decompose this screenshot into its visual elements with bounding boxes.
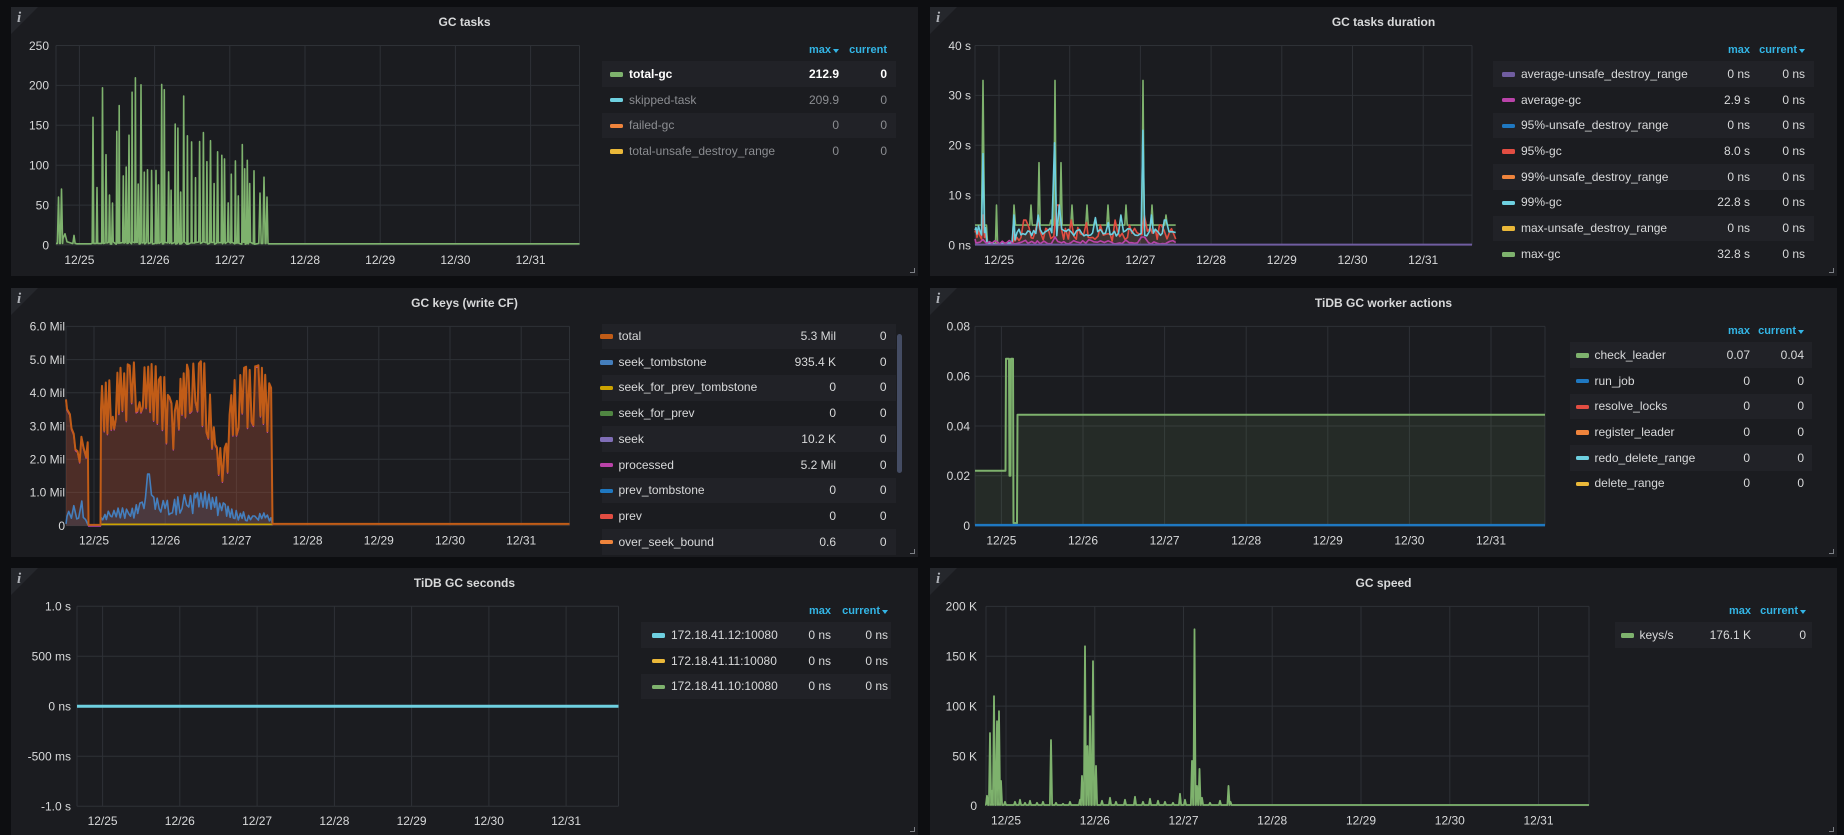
svg-text:12/26: 12/26 — [140, 253, 170, 267]
svg-text:12/30: 12/30 — [1394, 534, 1424, 548]
svg-text:12/31: 12/31 — [1523, 814, 1553, 828]
svg-text:12/25: 12/25 — [79, 534, 109, 548]
svg-text:20 s: 20 s — [948, 139, 971, 153]
svg-text:12/26: 12/26 — [1055, 253, 1085, 267]
svg-text:12/30: 12/30 — [1435, 814, 1465, 828]
svg-text:0 ns: 0 ns — [48, 700, 71, 714]
svg-text:0: 0 — [58, 519, 65, 533]
svg-text:12/31: 12/31 — [506, 534, 536, 548]
svg-text:150 K: 150 K — [946, 650, 977, 664]
svg-text:12/29: 12/29 — [364, 534, 394, 548]
svg-text:40 s: 40 s — [948, 39, 971, 53]
svg-text:12/29: 12/29 — [1346, 814, 1376, 828]
svg-text:10 s: 10 s — [948, 188, 971, 202]
svg-text:3.0 Mil: 3.0 Mil — [30, 419, 65, 433]
svg-text:12/29: 12/29 — [1267, 253, 1297, 267]
svg-text:0.08: 0.08 — [947, 320, 971, 334]
svg-text:-500 ms: -500 ms — [28, 750, 71, 764]
svg-text:0.04: 0.04 — [947, 419, 971, 433]
svg-text:12/29: 12/29 — [1313, 534, 1343, 548]
svg-text:12/26: 12/26 — [1080, 814, 1110, 828]
svg-text:200: 200 — [29, 79, 49, 93]
svg-text:0: 0 — [42, 238, 49, 252]
svg-text:30 s: 30 s — [948, 89, 971, 103]
svg-text:12/25: 12/25 — [88, 814, 118, 828]
svg-text:200 K: 200 K — [946, 600, 977, 614]
svg-text:2.0 Mil: 2.0 Mil — [30, 453, 65, 467]
svg-text:150: 150 — [29, 119, 49, 133]
svg-text:12/25: 12/25 — [984, 253, 1014, 267]
svg-text:12/30: 12/30 — [1337, 253, 1367, 267]
svg-text:12/28: 12/28 — [1231, 534, 1261, 548]
svg-text:4.0 Mil: 4.0 Mil — [30, 386, 65, 400]
svg-text:12/30: 12/30 — [435, 534, 465, 548]
svg-text:12/25: 12/25 — [64, 253, 94, 267]
svg-text:250: 250 — [29, 39, 49, 53]
svg-text:12/27: 12/27 — [1168, 814, 1198, 828]
svg-text:12/31: 12/31 — [551, 814, 581, 828]
svg-text:12/27: 12/27 — [221, 534, 251, 548]
svg-text:50 K: 50 K — [952, 749, 977, 763]
svg-text:12/28: 12/28 — [290, 253, 320, 267]
svg-text:0: 0 — [963, 519, 970, 533]
svg-text:1.0 s: 1.0 s — [45, 600, 71, 614]
svg-text:12/26: 12/26 — [165, 814, 195, 828]
svg-text:0 ns: 0 ns — [948, 238, 971, 252]
svg-text:12/30: 12/30 — [474, 814, 504, 828]
svg-text:12/27: 12/27 — [1150, 534, 1180, 548]
svg-text:6.0 Mil: 6.0 Mil — [30, 320, 65, 334]
svg-text:50: 50 — [36, 198, 50, 212]
svg-text:-1.0 s: -1.0 s — [41, 800, 71, 814]
svg-text:12/29: 12/29 — [365, 253, 395, 267]
svg-text:12/27: 12/27 — [215, 253, 245, 267]
svg-text:12/25: 12/25 — [991, 814, 1021, 828]
svg-text:12/26: 12/26 — [150, 534, 180, 548]
svg-text:12/25: 12/25 — [986, 534, 1016, 548]
svg-text:12/28: 12/28 — [293, 534, 323, 548]
svg-text:100: 100 — [29, 159, 49, 173]
svg-text:12/30: 12/30 — [440, 253, 470, 267]
svg-text:12/27: 12/27 — [1125, 253, 1155, 267]
svg-text:12/29: 12/29 — [397, 814, 427, 828]
svg-text:5.0 Mil: 5.0 Mil — [30, 353, 65, 367]
svg-text:500 ms: 500 ms — [32, 650, 71, 664]
svg-text:12/31: 12/31 — [1476, 534, 1506, 548]
svg-text:1.0 Mil: 1.0 Mil — [30, 486, 65, 500]
svg-text:12/28: 12/28 — [1257, 814, 1287, 828]
svg-text:0.06: 0.06 — [947, 370, 971, 384]
svg-text:0.02: 0.02 — [947, 469, 971, 483]
svg-text:12/28: 12/28 — [319, 814, 349, 828]
svg-text:12/26: 12/26 — [1068, 534, 1098, 548]
svg-text:12/31: 12/31 — [516, 253, 546, 267]
svg-text:100 K: 100 K — [946, 699, 977, 713]
svg-text:12/28: 12/28 — [1196, 253, 1226, 267]
svg-text:12/27: 12/27 — [242, 814, 272, 828]
svg-text:12/31: 12/31 — [1408, 253, 1438, 267]
svg-text:0: 0 — [970, 799, 977, 813]
